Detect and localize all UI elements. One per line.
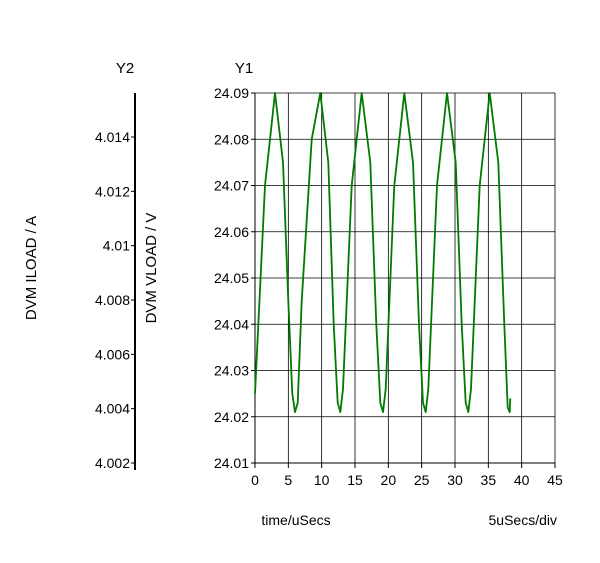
y2-tick-label: 4.004 <box>95 401 130 417</box>
series-line <box>254 92 512 414</box>
y2-axis-title: Y2 <box>116 60 134 77</box>
x-tick-label: 25 <box>414 472 430 488</box>
y2-axis-label: DVM ILOAD / A <box>23 216 40 320</box>
y1-axis-title: Y1 <box>235 60 253 77</box>
y2-tick-label: 4.012 <box>95 183 130 199</box>
x-axis-label: time/uSecs <box>261 512 330 528</box>
y2-tick-label: 4.01 <box>103 238 130 254</box>
y2-tick-label: 4.002 <box>95 455 130 471</box>
y1-tick-label: 24.02 <box>214 409 249 425</box>
y1-tick-label: 24.09 <box>214 85 249 101</box>
y2-tick-label: 4.014 <box>95 129 130 145</box>
x-tick-label: 15 <box>347 472 363 488</box>
x-tick-label: 10 <box>314 472 330 488</box>
y2-tick-label: 4.006 <box>95 346 130 362</box>
y1-tick-label: 24.05 <box>214 270 249 286</box>
y1-tick-label: 24.01 <box>214 455 249 471</box>
x-tick-label: 45 <box>547 472 563 488</box>
x-tick-label: 5 <box>284 472 292 488</box>
tick-labels: 24.01 24.02 24.03 24.04 24.05 24.06 24.07 24.08… <box>95 85 563 488</box>
y1-tick-label: 24.03 <box>214 363 249 379</box>
y1-tick-label: 24.08 <box>214 131 249 147</box>
y1-tick-label: 24.04 <box>214 316 249 332</box>
y1-tick-label: 24.07 <box>214 178 249 194</box>
x-scale-note: 5uSecs/div <box>489 512 557 528</box>
x-tick-label: 35 <box>481 472 497 488</box>
series-layer <box>254 92 512 414</box>
x-tick-label: 0 <box>251 472 259 488</box>
x-tick-label: 40 <box>514 472 530 488</box>
y1-axis-label: DVM VLOAD / V <box>143 213 160 324</box>
axes <box>134 93 555 470</box>
y2-tick-label: 4.008 <box>95 292 130 308</box>
x-tick-label: 20 <box>381 472 397 488</box>
x-tick-label: 30 <box>447 472 463 488</box>
y1-tick-label: 24.06 <box>214 224 249 240</box>
